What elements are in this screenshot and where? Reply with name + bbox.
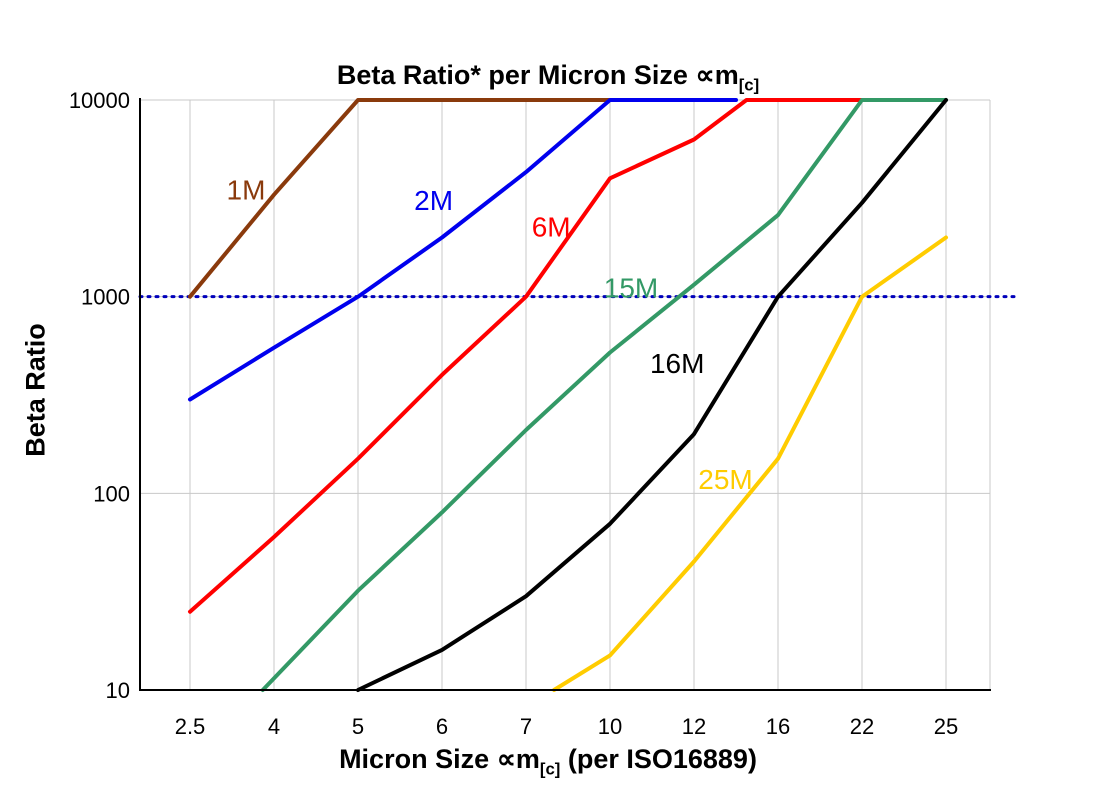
chart-title-text: Beta Ratio* per Micron Size (336, 60, 696, 90)
series-label-16M: 16M (650, 348, 704, 379)
series-label-25M: 25M (698, 464, 752, 495)
x-tick-label: 25 (934, 714, 958, 739)
x-tick-label: 16 (766, 714, 790, 739)
x-tick-label: 7 (520, 714, 532, 739)
x-tick-label: 5 (352, 714, 364, 739)
series-line-16M (356, 98, 948, 692)
series-label-6M: 6M (532, 212, 571, 243)
y-tick-label: 10000 (69, 88, 130, 113)
x-axis-title-subscript: [c] (539, 759, 561, 779)
chart-title: Beta Ratio* per Micron Size ∝m[c] (0, 60, 1096, 95)
x-tick-label: 2.5 (175, 714, 206, 739)
series-line-6M (188, 98, 864, 614)
y-axis-title: Beta Ratio (20, 323, 51, 457)
series-line-1M (188, 98, 612, 299)
x-tick-label: 12 (682, 714, 706, 739)
y-tick-label: 10 (106, 678, 130, 703)
x-axis-title-text: Micron Size (339, 744, 497, 774)
x-tick-label: 22 (850, 714, 874, 739)
series-label-2M: 2M (414, 185, 453, 216)
x-axis-proportional-symbol: ∝m (496, 744, 540, 774)
y-tick-label: 100 (93, 481, 130, 506)
x-tick-label: 6 (436, 714, 448, 739)
y-tick-label: 1000 (81, 285, 130, 310)
x-tick-label: 10 (598, 714, 622, 739)
x-axis-title: Micron Size ∝m[c] (per ISO16889) (0, 744, 1096, 779)
series-label-15M: 15M (604, 272, 658, 303)
series-line-15M (260, 98, 948, 692)
series-line-25M (552, 235, 948, 692)
proportional-symbol: ∝m (695, 60, 739, 90)
series-line-2M (188, 98, 738, 402)
x-tick-label: 4 (268, 714, 280, 739)
chart-title-subscript: [c] (738, 75, 760, 95)
x-axis-title-suffix: (per ISO16889) (560, 744, 757, 774)
series-label-1M: 1M (227, 175, 266, 206)
